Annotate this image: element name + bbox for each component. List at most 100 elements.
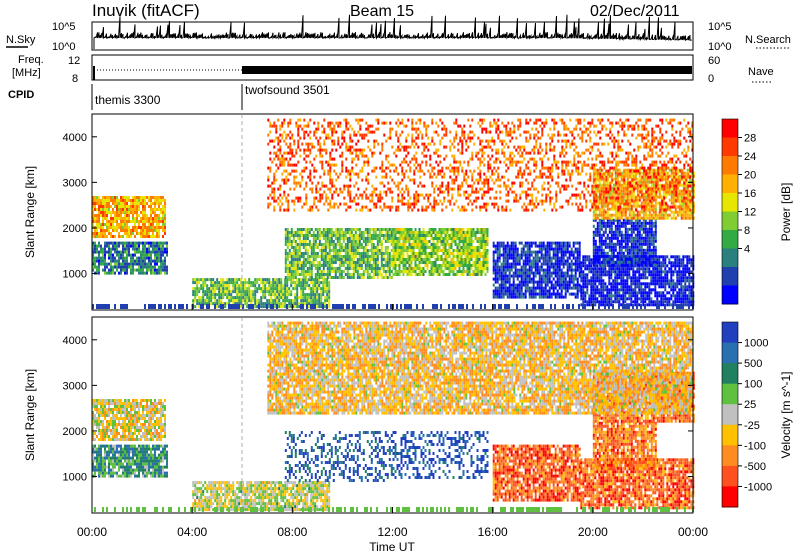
power-cell (240, 284, 243, 288)
power-cell (668, 270, 671, 274)
power-cell (544, 253, 547, 257)
power-cell (560, 277, 563, 281)
power-cell (506, 268, 509, 272)
power-cell (146, 247, 148, 251)
power-cell (512, 241, 515, 245)
power-cell (290, 278, 293, 282)
power-cell (658, 261, 661, 265)
power-cell (634, 218, 637, 222)
power-cell (604, 201, 607, 205)
power-cell (466, 270, 469, 273)
power-cell (98, 268, 100, 272)
power-cell (644, 263, 647, 267)
power-cell (346, 258, 349, 261)
power-cell (650, 291, 653, 295)
power-cell (438, 273, 441, 276)
power-cell (560, 259, 563, 263)
power-cell (210, 278, 213, 282)
power-cell (560, 295, 563, 299)
power-cell (138, 205, 140, 208)
power-cell (600, 192, 603, 196)
power-cell (616, 285, 619, 289)
power-cell (396, 243, 399, 246)
power-cell (538, 250, 541, 254)
power-cell (610, 276, 613, 280)
power-cell (312, 302, 315, 306)
power-cell (520, 277, 523, 281)
power-cell (226, 302, 229, 306)
power-cell (430, 231, 433, 234)
power-cell (556, 289, 559, 293)
power-cell (418, 261, 421, 264)
power-cell (590, 291, 593, 295)
power-cell (594, 285, 597, 289)
power-cell (142, 271, 144, 275)
power-cell (400, 234, 403, 237)
power-cell (130, 199, 132, 202)
power-cell (352, 243, 355, 246)
power-cell (278, 290, 281, 294)
power-cell (588, 279, 591, 283)
power-cell (92, 235, 94, 238)
power-cell (104, 244, 106, 248)
power-cell (530, 286, 533, 290)
power-cell (158, 241, 160, 245)
power-cell (92, 205, 94, 208)
power-cell (100, 199, 102, 202)
power-cell (640, 263, 643, 267)
power-cell (312, 243, 315, 246)
power-cell (116, 259, 118, 263)
power-cell (288, 270, 291, 273)
power-cell (608, 224, 611, 228)
power-cell (448, 228, 451, 231)
power-cell (96, 199, 98, 202)
power-cell (390, 258, 393, 261)
power-cell (614, 233, 617, 237)
power-cell (670, 273, 673, 277)
power-cell (596, 201, 599, 205)
power-cell (378, 252, 381, 255)
power-cell (434, 234, 437, 237)
power-cell (120, 265, 122, 269)
power-cell (614, 264, 617, 268)
power-cell (390, 270, 393, 273)
power-cell (154, 259, 156, 263)
power-cell (598, 239, 601, 243)
power-cell (676, 285, 679, 289)
power-cell (460, 264, 463, 267)
power-cell (452, 270, 455, 273)
power-cell (96, 259, 98, 263)
power-cell (636, 279, 639, 283)
power-cell (528, 286, 531, 290)
power-cell (598, 221, 601, 225)
power-cell (382, 252, 385, 255)
power-cell (294, 281, 297, 285)
power-cell (376, 246, 379, 249)
power-cell (534, 280, 537, 284)
power-cell (150, 229, 152, 232)
power-cell (144, 199, 146, 202)
power-cell (416, 231, 419, 234)
power-cell (266, 290, 269, 294)
power-cell (298, 252, 301, 255)
power-cell (128, 241, 130, 245)
power-cell (560, 274, 563, 278)
power-cell (412, 249, 415, 252)
power-cell (448, 249, 451, 252)
power-cell (248, 299, 251, 303)
power-cell (364, 270, 367, 273)
power-cell (450, 252, 453, 255)
power-cell (480, 234, 483, 237)
power-cell (300, 270, 303, 273)
power-cell (608, 282, 611, 286)
power-cell (320, 276, 323, 279)
power-cell (550, 292, 553, 296)
power-cell (602, 242, 605, 246)
power-cell (632, 264, 635, 268)
power-cell (106, 235, 108, 238)
power-cell (614, 218, 617, 222)
power-cell (424, 240, 427, 243)
power-cell (310, 273, 313, 276)
power-cell (318, 240, 321, 243)
power-cell (470, 231, 473, 234)
